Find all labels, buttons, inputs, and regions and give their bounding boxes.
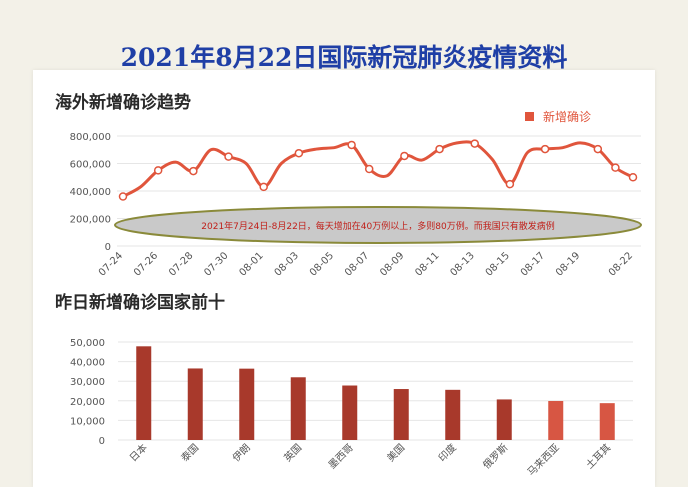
line-point-marker: [540, 144, 550, 154]
line-point-marker: [118, 192, 128, 201]
line-point-marker: [189, 166, 198, 176]
line-y-tick-label: 0: [105, 242, 111, 253]
line-point-marker: [294, 148, 304, 158]
line-point-marker: [400, 151, 409, 161]
line-x-tick-label: 08-05: [308, 250, 336, 278]
bar-y-tick-label: 50,000: [70, 338, 105, 349]
bar-2: [187, 368, 203, 440]
line-x-tick-label: 08-17: [519, 250, 547, 278]
bar-x-tick-label: 马来西亚: [525, 442, 562, 479]
line-x-tick-label: 07-24: [97, 250, 125, 278]
page-title: 2021年8月22日国际新冠肺炎疫情资料: [120, 43, 568, 72]
line-chart-title: 海外新增确诊趋势: [55, 93, 191, 113]
bar-4: [290, 377, 306, 440]
annotation-text: 2021年7月24日-8月22日，每天增加在40万例以上，多则80万例。而我国只…: [201, 220, 554, 232]
bar-x-tick-label: 美国: [384, 441, 407, 464]
bar-y-tick-label: 40,000: [70, 358, 105, 369]
line-x-tick-label: 08-19: [554, 250, 582, 278]
line-y-tick-label: 600,000: [70, 160, 111, 171]
line-x-tick-label: 08-03: [273, 250, 301, 278]
bar-x-tick-label: 俄罗斯: [480, 441, 510, 471]
line-point-marker: [224, 152, 233, 161]
line-y-tick-label: 800,000: [70, 132, 111, 143]
bar-x-tick-label: 伊朗: [230, 442, 253, 465]
bar-9: [548, 400, 564, 440]
bar-x-tick-label: 英国: [281, 441, 304, 464]
bar-x-tick-label: 墨西哥: [326, 442, 356, 472]
line-point-marker: [611, 163, 620, 172]
line-point-marker: [435, 144, 444, 154]
line-x-tick-label: 08-11: [413, 250, 441, 278]
line-x-tick-label: 08-22: [607, 250, 635, 278]
bar-6: [393, 389, 409, 440]
bar-y-tick-label: 20,000: [70, 397, 105, 408]
line-point-marker: [593, 144, 603, 154]
line-x-tick-label: 07-30: [202, 250, 230, 278]
bar-x-tick-label: 土耳其: [583, 441, 613, 471]
bar-7: [445, 389, 461, 440]
bar-y-tick-label: 30,000: [70, 377, 105, 388]
bar-chart-title: 昨日新增确诊国家前十: [55, 293, 225, 313]
line-point-marker: [628, 173, 638, 182]
line-x-tick-label: 08-01: [237, 250, 265, 278]
line-point-marker: [259, 182, 268, 192]
line-point-marker: [153, 166, 163, 175]
line-x-tick-label: 08-09: [378, 250, 406, 278]
bar-x-tick-label: 泰国: [178, 441, 201, 464]
line-y-tick-label: 200,000: [70, 215, 111, 226]
line-point-marker: [470, 139, 479, 148]
annotation-ellipse: [114, 206, 642, 244]
bar-10: [599, 403, 615, 440]
bar-x-tick-label: 印度: [436, 441, 459, 464]
bar-3: [239, 368, 255, 440]
line-series-new-cases: [122, 140, 634, 198]
line-point-marker: [347, 140, 356, 150]
line-point-marker: [505, 179, 515, 189]
legend-label: 新增确诊: [543, 109, 591, 124]
line-x-tick-label: 08-07: [343, 250, 371, 278]
line-x-tick-label: 08-13: [449, 250, 477, 278]
bar-8: [496, 399, 512, 440]
line-x-tick-label: 07-26: [132, 250, 160, 278]
bar-y-tick-label: 10,000: [70, 416, 105, 427]
line-point-marker: [364, 164, 374, 174]
bar-5: [342, 385, 358, 440]
line-x-tick-label: 07-28: [167, 250, 195, 278]
bar-y-tick-label: 0: [99, 436, 105, 447]
bar-1: [136, 346, 152, 440]
chart-panel: 海外新增确诊趋势 昨日新增确诊国家前十 0 200,000 400,000 600,0…: [33, 70, 655, 487]
legend-swatch: [525, 112, 534, 121]
bar-x-tick-label: 日本: [127, 441, 150, 464]
line-x-tick-label: 08-15: [484, 250, 512, 278]
line-y-tick-label: 400,000: [70, 187, 111, 198]
